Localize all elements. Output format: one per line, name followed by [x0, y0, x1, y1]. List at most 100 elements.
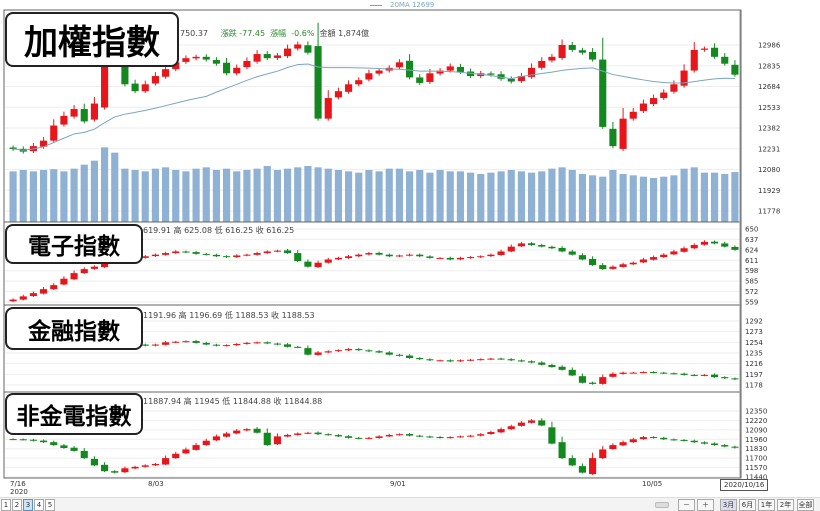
candle-body	[212, 436, 220, 441]
candle-body	[162, 342, 170, 345]
candle-body	[212, 344, 220, 346]
volume-bar	[639, 176, 647, 222]
candle-body	[324, 98, 332, 119]
candle-body	[101, 262, 109, 268]
volume-bar	[589, 175, 597, 222]
candle-body	[426, 256, 434, 258]
y-tick-label: 12090	[745, 426, 767, 434]
candle-body	[711, 443, 719, 446]
candle-body	[365, 73, 373, 80]
y-tick-label: 572	[745, 288, 758, 296]
candle-body	[558, 45, 566, 58]
candle-body	[233, 430, 241, 434]
volume-bar	[690, 167, 698, 222]
stock-chart[interactable]: 12986 12835 12684 12533 12382 12231 12080 11929…	[0, 0, 820, 497]
y-tick-label: 12080	[758, 166, 780, 174]
date-label-start: 7/16 2020	[10, 480, 28, 496]
candle-body	[436, 257, 444, 259]
y-tick-label: 1273	[745, 328, 763, 336]
candle-body	[141, 84, 149, 92]
scroll-handle[interactable]	[655, 502, 669, 508]
candle-body	[446, 437, 454, 439]
range-all-button[interactable]: 全部	[797, 499, 814, 511]
candle-body	[284, 250, 292, 254]
candle-body	[731, 446, 739, 448]
volume-bar	[395, 168, 403, 222]
range-1y-button[interactable]: 1年	[758, 499, 775, 511]
candle-body	[345, 84, 353, 92]
candle-body	[426, 73, 434, 82]
candle-body	[19, 439, 27, 441]
candle-body	[151, 76, 159, 84]
candle-body	[497, 358, 505, 360]
y-tick-label: 12986	[758, 42, 781, 50]
candle-body	[355, 254, 363, 257]
candle-body	[9, 299, 17, 302]
candle-body	[650, 257, 658, 260]
page-button-2[interactable]: 2	[12, 499, 22, 511]
ma-legend-label: 20MA 12699	[390, 1, 435, 9]
y-tick-label: 12533	[758, 104, 780, 112]
candle-body	[355, 349, 363, 351]
candle-body	[314, 352, 322, 355]
range-6m-button[interactable]: 6月	[739, 499, 756, 511]
candle-body	[670, 373, 678, 375]
range-2y-button[interactable]: 2年	[777, 499, 794, 511]
candle-body	[609, 445, 617, 450]
y-tick-label: 11778	[758, 208, 780, 216]
candle-body	[700, 374, 708, 376]
volume-bar	[487, 172, 495, 222]
candle-body	[233, 344, 241, 346]
zoom-out-button[interactable]: －	[678, 499, 695, 511]
page-button-3[interactable]: 3	[23, 499, 33, 511]
candle-body	[345, 349, 353, 351]
range-3m-button[interactable]: 3月	[720, 499, 737, 511]
candle-body	[558, 247, 566, 252]
volume-bar	[192, 168, 200, 222]
candle-body	[90, 266, 98, 269]
candle-body	[619, 372, 627, 374]
close-label: 收	[273, 397, 282, 406]
candle-body	[629, 372, 637, 374]
volume-bar	[29, 171, 37, 222]
candle-body	[141, 465, 149, 467]
candle-body	[690, 245, 698, 249]
zoom-in-button[interactable]: ＋	[697, 499, 714, 511]
candle-body	[467, 435, 475, 437]
candle-body	[121, 468, 129, 473]
candle-body	[660, 372, 668, 374]
candle-body	[497, 74, 505, 79]
volume-bar	[141, 171, 149, 222]
page-button-4[interactable]: 4	[34, 499, 44, 511]
candle-body	[568, 45, 576, 50]
volume-bar	[233, 171, 241, 222]
candle-body	[406, 355, 414, 359]
volume-bar	[121, 168, 129, 222]
candle-body	[233, 255, 241, 258]
candle-body	[131, 466, 139, 469]
candle-body	[131, 83, 139, 92]
candle-body	[365, 350, 373, 352]
volume-bar	[731, 172, 739, 222]
candle-body	[568, 251, 576, 255]
candle-body	[253, 428, 261, 433]
candle-body	[589, 258, 597, 266]
volume-bar	[345, 171, 353, 222]
date-2: 9/01	[390, 480, 406, 488]
candle-body	[182, 449, 190, 454]
volume-bar	[660, 176, 668, 222]
candle-body	[243, 60, 251, 68]
page-button-1[interactable]: 1	[1, 499, 11, 511]
candle-body	[456, 257, 464, 260]
high-label: 高	[183, 397, 192, 406]
current-date-label: 2020/10/16	[720, 479, 769, 491]
candle-body	[548, 365, 556, 368]
page-button-5[interactable]: 5	[45, 499, 55, 511]
close-value: 1188.53	[281, 311, 315, 320]
volume-bar	[101, 147, 109, 222]
y-tick-label: 12231	[758, 145, 780, 153]
candle-body	[517, 243, 525, 247]
volume-bar	[375, 171, 383, 222]
candle-body	[629, 111, 637, 119]
candle-body	[548, 56, 556, 61]
